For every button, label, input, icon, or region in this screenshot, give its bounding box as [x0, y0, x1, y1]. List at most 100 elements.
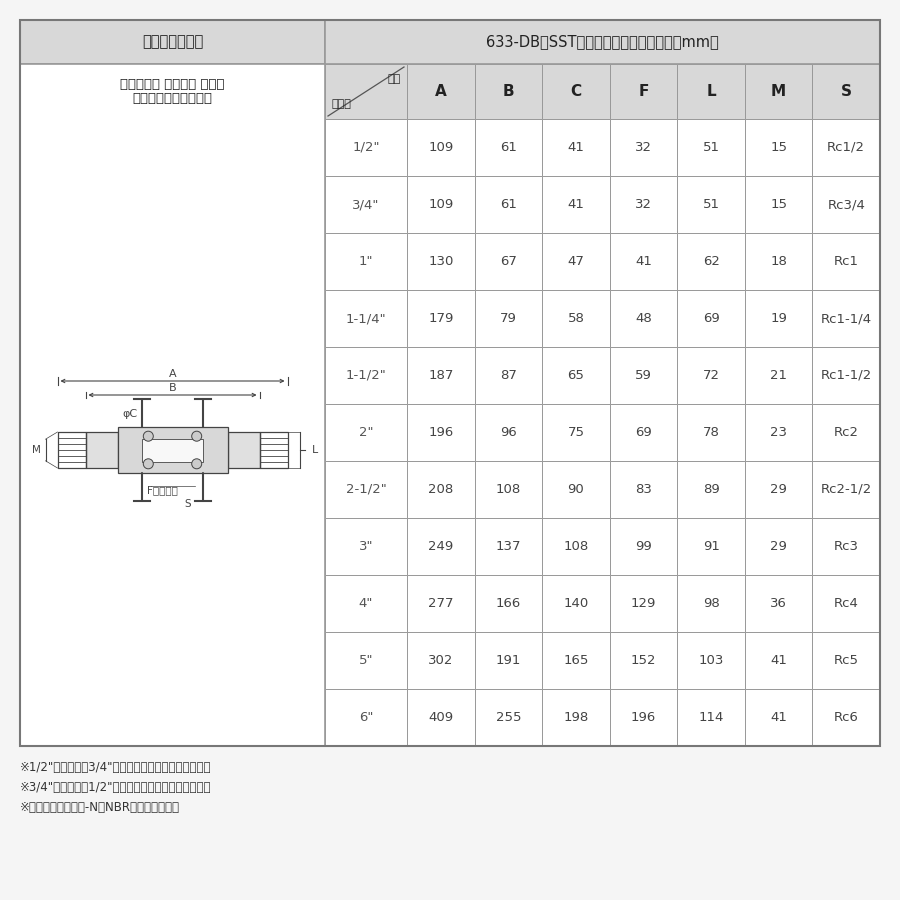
Text: F: F [638, 84, 649, 99]
Bar [407, 461, 474, 518]
Text: 179: 179 [428, 312, 454, 325]
Text: 87: 87 [500, 369, 517, 382]
Text: 249: 249 [428, 540, 454, 553]
Text: Rc4: Rc4 [833, 597, 859, 610]
Bar [745, 461, 813, 518]
Bar [542, 290, 609, 347]
Bar [474, 518, 542, 575]
Text: 3/4": 3/4" [352, 198, 380, 211]
Text: 90: 90 [568, 483, 584, 496]
Text: 1/2": 1/2" [352, 141, 380, 154]
Text: 72: 72 [703, 369, 720, 382]
Text: 29: 29 [770, 483, 788, 496]
Bar [407, 689, 474, 746]
Text: S: S [841, 84, 851, 99]
Text: 277: 277 [428, 597, 454, 610]
Text: 位置: 位置 [388, 74, 401, 84]
Circle shape [192, 431, 202, 441]
Text: 409: 409 [428, 711, 454, 724]
Bar [325, 64, 407, 119]
Text: 67: 67 [500, 255, 517, 268]
Bar [542, 347, 609, 404]
Text: 41: 41 [568, 141, 584, 154]
Bar [813, 347, 880, 404]
Bar [609, 290, 678, 347]
Bar [542, 632, 609, 689]
Bar [325, 461, 407, 518]
Bar [474, 347, 542, 404]
Text: 58: 58 [568, 312, 584, 325]
Text: C: C [571, 84, 581, 99]
Bar [325, 119, 407, 176]
Bar [407, 404, 474, 461]
Text: 89: 89 [703, 483, 719, 496]
Bar [474, 290, 542, 347]
Bar [678, 119, 745, 176]
Bar [474, 575, 542, 632]
Text: 47: 47 [568, 255, 584, 268]
Text: 59: 59 [635, 369, 652, 382]
Bar [609, 575, 678, 632]
Text: B: B [502, 84, 514, 99]
Text: 36: 36 [770, 597, 788, 610]
Text: 29: 29 [770, 540, 788, 553]
Bar [542, 518, 609, 575]
Text: φC: φC [122, 409, 138, 419]
Text: 18: 18 [770, 255, 788, 268]
Text: 15: 15 [770, 198, 788, 211]
Bar [542, 119, 609, 176]
Text: 69: 69 [703, 312, 719, 325]
Bar [813, 575, 880, 632]
Text: Rc2: Rc2 [833, 426, 859, 439]
Bar [745, 290, 813, 347]
Bar [678, 64, 745, 119]
Bar [678, 176, 745, 233]
Text: 4": 4" [359, 597, 374, 610]
Text: 302: 302 [428, 654, 454, 667]
Bar [609, 176, 678, 233]
Bar [678, 404, 745, 461]
Bar [407, 632, 474, 689]
Text: 32: 32 [635, 198, 652, 211]
Text: Rc1-1/2: Rc1-1/2 [821, 369, 872, 382]
Bar [20, 64, 325, 746]
Bar [407, 575, 474, 632]
Text: 1": 1" [359, 255, 374, 268]
Text: サイズ: サイズ [331, 99, 351, 109]
Text: 114: 114 [698, 711, 724, 724]
Bar [474, 404, 542, 461]
Text: 19: 19 [770, 312, 788, 325]
Bar [325, 689, 407, 746]
Bar [813, 290, 880, 347]
Bar [407, 119, 474, 176]
Text: 83: 83 [635, 483, 652, 496]
Text: 108: 108 [563, 540, 589, 553]
Bar [325, 347, 407, 404]
Text: ※ガスケットはブナ-N（NBR）を標準装備。: ※ガスケットはブナ-N（NBR）を標準装備。 [20, 801, 180, 814]
Bar [745, 689, 813, 746]
Text: Rc3/4: Rc3/4 [827, 198, 865, 211]
Bar [474, 689, 542, 746]
Bar [813, 689, 880, 746]
Bar [678, 518, 745, 575]
Bar [745, 176, 813, 233]
Text: 152: 152 [631, 654, 656, 667]
Text: 21: 21 [770, 369, 788, 382]
Bar [609, 404, 678, 461]
Bar [678, 347, 745, 404]
Text: 51: 51 [703, 141, 720, 154]
Text: A: A [435, 84, 446, 99]
Bar [609, 632, 678, 689]
Text: M: M [32, 445, 40, 455]
Text: 98: 98 [703, 597, 719, 610]
Text: Rc1/2: Rc1/2 [827, 141, 865, 154]
Text: L: L [311, 445, 318, 455]
Text: Rc6: Rc6 [833, 711, 859, 724]
Text: 191: 191 [496, 654, 521, 667]
Bar [678, 632, 745, 689]
Text: 129: 129 [631, 597, 656, 610]
Bar [678, 290, 745, 347]
Text: カムロック カプラー メネジ
ステンレススチール製: カムロック カプラー メネジ ステンレススチール製 [121, 77, 225, 105]
Text: 41: 41 [568, 198, 584, 211]
Bar [474, 233, 542, 290]
